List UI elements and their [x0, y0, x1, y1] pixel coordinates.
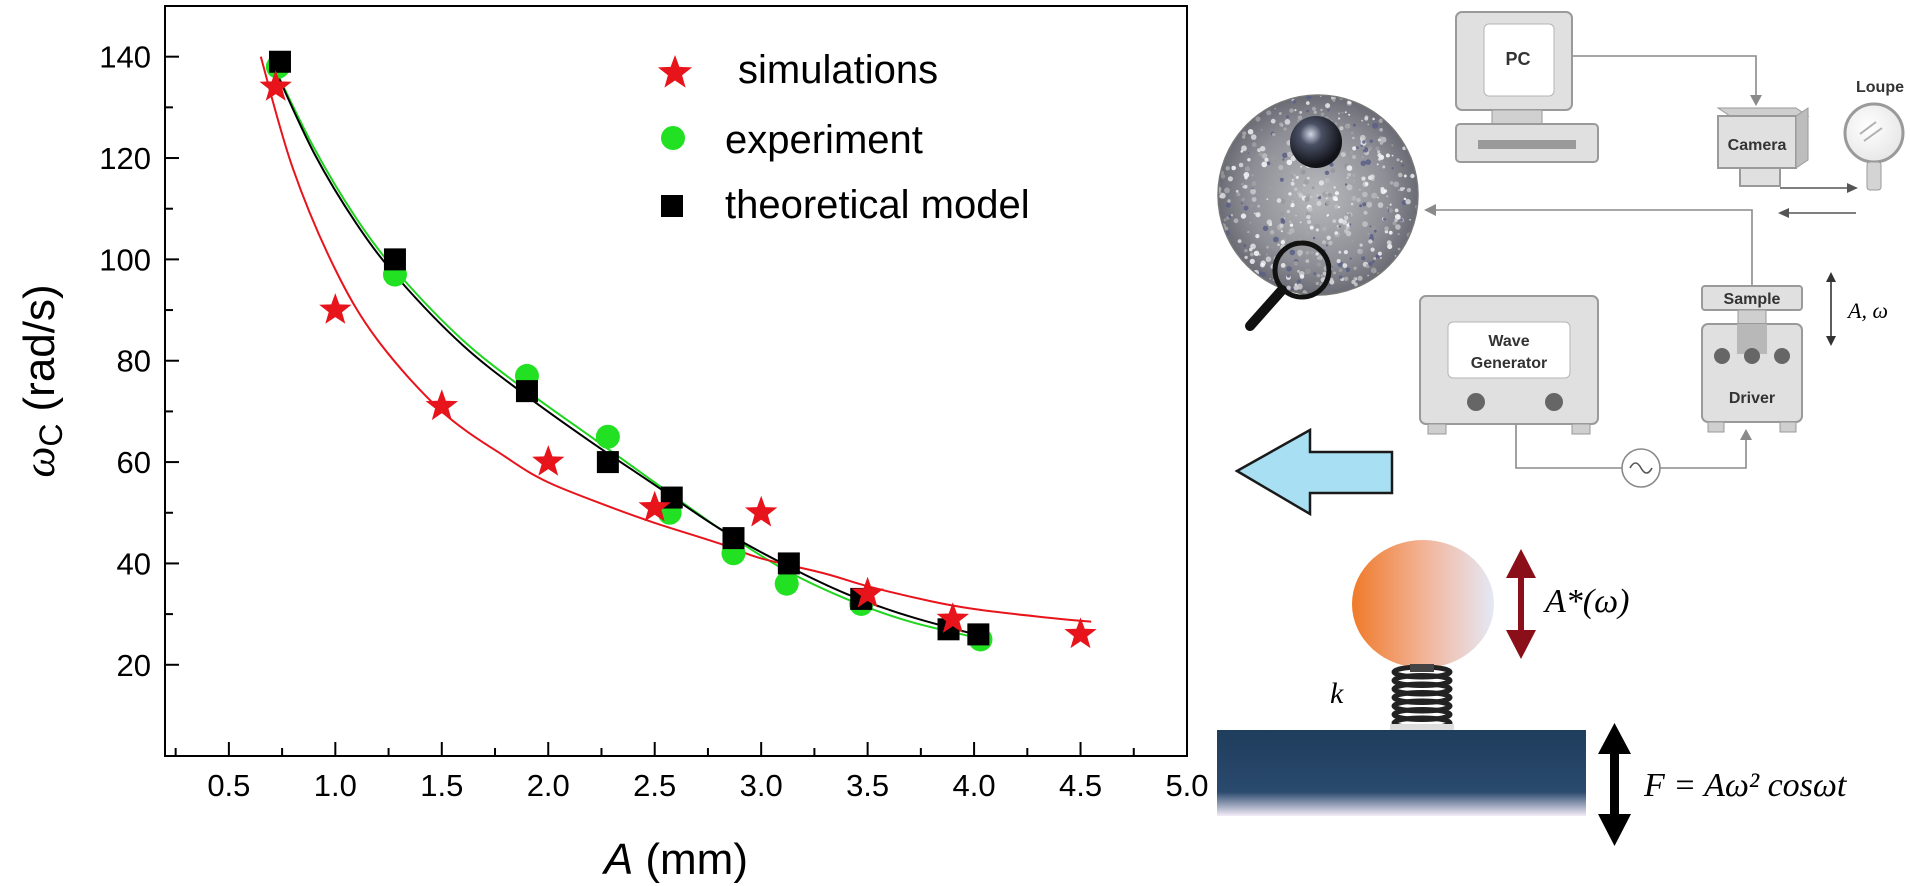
ac-source-icon [1621, 448, 1661, 488]
legend: simulations experiment theoretical model [657, 48, 1030, 227]
mass-spring-model: k [1217, 540, 1586, 816]
ball-amplitude-arrow-icon [1506, 549, 1536, 659]
fit-curves [259, 56, 1092, 641]
spring-icon [1390, 664, 1454, 731]
legend-item-experiment: experiment [661, 118, 923, 162]
x-axis-label: A (mm) [601, 835, 748, 884]
theoretical-model-point [596, 451, 619, 474]
legend-label-experiment: experiment [725, 118, 923, 162]
theoretical-model-point [268, 50, 291, 73]
fit-curve-theoretical-model [270, 61, 985, 638]
simulation-point [745, 495, 778, 527]
legend-item-simulations: simulations [657, 48, 938, 92]
pointing-arrow-icon [1234, 427, 1394, 517]
bead [1290, 116, 1342, 168]
simulation-point [1064, 617, 1097, 649]
legend-circle-marker [661, 126, 685, 150]
x-axis-ticks: 0.5 1.0 1.5 2.0 2.5 3.0 3.5 4.0 4.5 5.0 [174, 742, 1209, 803]
wave-generator-label-line1: Wave [1488, 333, 1529, 350]
experiment-point [774, 571, 799, 596]
y-tick-label: 120 [99, 141, 151, 176]
x-tick-label: 2.0 [527, 768, 570, 803]
theoretical-model-point [383, 248, 406, 271]
oscillator-to-driver-line [1660, 436, 1747, 469]
photo-arrowhead [1424, 204, 1436, 216]
wave-generator-icon: Wave Generator [1419, 295, 1599, 435]
data-points [259, 50, 1097, 652]
simulation-point [319, 293, 352, 324]
sample-label: Sample [1724, 291, 1781, 308]
ball-amplitude-label: A*(ω) [1543, 583, 1629, 620]
chart: 20 40 60 80 100 120 140 0.5 1.0 1.5 2.0 2.5 3.0 3.5 4… [15, 5, 1209, 884]
loupe-label: Loupe [1856, 79, 1904, 96]
force-label: F = Aω² cosωt [1643, 767, 1848, 804]
camera-arrowhead [1750, 95, 1762, 106]
y-tick-label: 40 [117, 546, 151, 581]
fit-curve-experiment [270, 61, 985, 641]
vibrating-plate [1217, 730, 1586, 816]
camera-loupe-arrowhead-1 [1847, 183, 1858, 193]
pc-label: PC [1505, 49, 1530, 69]
y-axis-ticks: 20 40 60 80 100 120 140 [99, 40, 179, 683]
theoretical-model-point [967, 623, 990, 646]
magnifier-icon [1245, 240, 1332, 331]
spring-constant-label: k [1330, 677, 1344, 710]
driver-arrowhead [1740, 429, 1752, 440]
y-tick-label: 80 [117, 344, 151, 379]
theoretical-model-point [515, 380, 538, 403]
simulation-point [259, 70, 292, 101]
driver-icon: Sample Driver [1701, 285, 1803, 433]
x-tick-label: 1.0 [314, 768, 357, 803]
legend-label-simulations: simulations [738, 48, 938, 92]
legend-square-marker [661, 195, 683, 217]
camera-icon: Camera [1716, 107, 1810, 187]
camera-label: Camera [1728, 137, 1787, 154]
loupe-icon: Loupe [1843, 79, 1905, 191]
x-tick-label: 1.5 [420, 768, 463, 803]
pc-to-camera-line [1572, 55, 1757, 100]
y-tick-label: 140 [99, 40, 151, 75]
legend-item-theoretical-model: theoretical model [661, 183, 1030, 227]
simulation-point [851, 576, 884, 608]
y-axis-label: ωC(rad/s) [15, 284, 69, 477]
experiment-point [595, 424, 620, 449]
camera-loupe-arrowhead-2 [1778, 208, 1789, 218]
legend-star-marker [657, 55, 693, 88]
setup-diagram: PC Camera Loupe [1217, 11, 1905, 846]
x-tick-label: 0.5 [207, 768, 250, 803]
amplitude-arrow-icon [1826, 272, 1836, 346]
theoretical-model-point [722, 527, 745, 550]
ball [1352, 540, 1494, 668]
plot-frame [164, 5, 1188, 757]
x-tick-label: 4.5 [1059, 768, 1102, 803]
x-tick-label: 3.0 [740, 768, 783, 803]
simulation-point [638, 490, 671, 522]
fit-curve-simulations [259, 56, 1092, 623]
simulation-point [425, 389, 458, 421]
wave-generator-label-line2: Generator [1471, 355, 1547, 372]
x-tick-label: 5.0 [1165, 768, 1208, 803]
x-tick-label: 2.5 [633, 768, 676, 803]
generator-to-driver-line [1515, 424, 1622, 469]
simulation-point [532, 445, 565, 476]
x-tick-label: 4.0 [953, 768, 996, 803]
amplitude-frequency-label: A, ω [1846, 298, 1888, 323]
x-tick-label: 3.5 [846, 768, 889, 803]
y-tick-label: 20 [117, 648, 151, 683]
sample-to-photo-line [1432, 209, 1753, 286]
driver-label: Driver [1729, 390, 1775, 407]
theoretical-model-point [777, 552, 800, 575]
y-tick-label: 60 [117, 445, 151, 480]
force-arrow-icon [1598, 723, 1631, 846]
pc-icon: PC [1455, 11, 1599, 163]
simulation-point [936, 602, 969, 633]
connection-lines [1424, 55, 1858, 469]
y-tick-label: 100 [99, 242, 151, 277]
sample-photo [1217, 94, 1419, 296]
legend-label-theoretical-model: theoretical model [725, 183, 1030, 227]
